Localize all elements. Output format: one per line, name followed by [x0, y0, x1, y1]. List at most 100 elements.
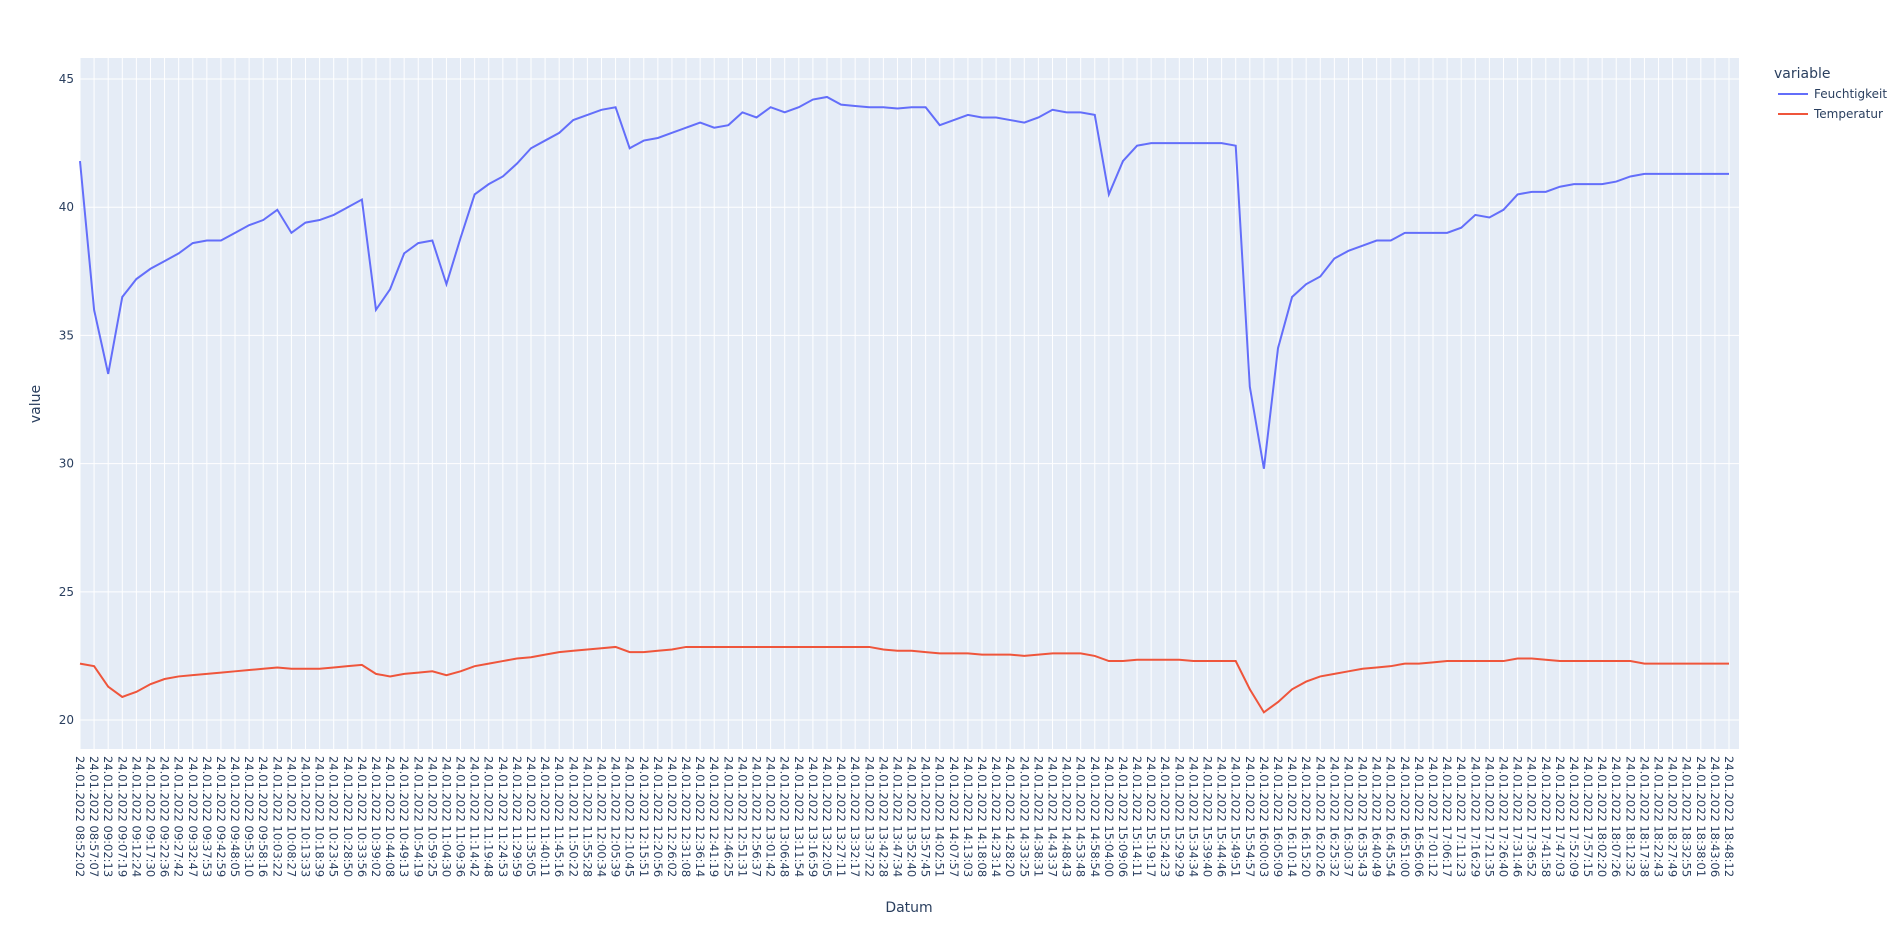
- x-tick-label: 24.01.2022 16:51:00: [1398, 756, 1412, 877]
- x-tick-label: 24.01.2022 13:22:05: [820, 756, 834, 877]
- x-tick-label: 24.01.2022 18:22:43: [1652, 756, 1666, 877]
- x-tick-label: 24.01.2022 09:12:24: [129, 756, 143, 877]
- x-tick-label: 24.01.2022 17:01:12: [1426, 756, 1440, 877]
- x-tick-label: 24.01.2022 16:25:32: [1327, 756, 1341, 877]
- x-tick-label: 24.01.2022 16:10:14: [1285, 756, 1299, 877]
- x-tick-label: 24.01.2022 16:20:26: [1313, 756, 1327, 877]
- x-tick-label: 24.01.2022 15:34:34: [1186, 756, 1200, 877]
- x-tick-label: 24.01.2022 10:49:13: [397, 756, 411, 877]
- x-tick-label: 24.01.2022 10:59:25: [425, 756, 439, 877]
- x-tick-label: 24.01.2022 12:56:37: [750, 756, 764, 877]
- x-tick-label: 24.01.2022 11:19:48: [482, 756, 496, 877]
- x-tick-label: 24.01.2022 17:41:58: [1539, 756, 1553, 877]
- x-tick-label: 24.01.2022 17:26:40: [1496, 756, 1510, 877]
- x-tick-label: 24.01.2022 13:52:40: [905, 756, 919, 877]
- x-tick-label: 24.01.2022 12:05:39: [609, 756, 623, 877]
- x-tick-label: 24.01.2022 09:22:36: [158, 756, 172, 877]
- y-tick-label: 35: [59, 328, 74, 342]
- x-tick-label: 24.01.2022 17:21:35: [1482, 756, 1496, 877]
- x-tick-label: 24.01.2022 18:17:38: [1637, 756, 1651, 877]
- x-tick-label: 24.01.2022 15:54:57: [1243, 756, 1257, 877]
- plot-area: [80, 58, 1739, 749]
- y-axis-title: value: [28, 385, 44, 423]
- x-tick-label: 24.01.2022 12:31:08: [679, 756, 693, 877]
- x-tick-label: 24.01.2022 11:40:11: [538, 756, 552, 877]
- x-tick-label: 24.01.2022 13:47:34: [890, 756, 904, 877]
- x-tick-label: 24.01.2022 11:50:22: [566, 756, 580, 877]
- x-tick-label: 24.01.2022 13:27:11: [834, 756, 848, 877]
- legend-label[interactable]: Feuchtigkeit: [1814, 87, 1887, 101]
- x-tick-label: 24.01.2022 18:12:32: [1623, 756, 1637, 877]
- x-tick-label: 24.01.2022 16:40:49: [1370, 756, 1384, 877]
- x-tick-label: 24.01.2022 09:58:16: [256, 756, 270, 877]
- x-tick-label: 24.01.2022 18:27:49: [1666, 756, 1680, 877]
- y-tick-label: 20: [59, 713, 74, 727]
- x-tick-label: 24.01.2022 12:10:45: [623, 756, 637, 877]
- x-tick-label: 24.01.2022 08:52:02: [73, 756, 87, 877]
- x-tick-label: 24.01.2022 09:27:42: [172, 756, 186, 877]
- x-tick-label: 24.01.2022 12:46:25: [721, 756, 735, 877]
- x-tick-label: 24.01.2022 12:41:19: [707, 756, 721, 877]
- x-tick-label: 24.01.2022 13:11:54: [792, 756, 806, 877]
- x-tick-label: 24.01.2022 14:33:25: [1017, 756, 1031, 877]
- x-tick-label: 24.01.2022 09:48:05: [228, 756, 242, 877]
- x-tick-label: 24.01.2022 14:02:51: [933, 756, 947, 877]
- x-tick-label: 24.01.2022 11:55:28: [580, 756, 594, 877]
- x-tick-label: 24.01.2022 18:38:01: [1694, 756, 1708, 877]
- x-tick-label: 24.01.2022 17:36:52: [1525, 756, 1539, 877]
- x-tick-label: 24.01.2022 14:53:48: [1074, 756, 1088, 877]
- x-tick-label: 24.01.2022 15:44:46: [1215, 756, 1229, 877]
- x-tick-label: 24.01.2022 13:37:22: [862, 756, 876, 877]
- x-tick-label: 24.01.2022 17:47:03: [1553, 756, 1567, 877]
- x-tick-label: 24.01.2022 15:04:00: [1102, 756, 1116, 877]
- x-tick-label: 24.01.2022 12:26:02: [665, 756, 679, 877]
- x-tick-label: 24.01.2022 14:23:14: [989, 756, 1003, 877]
- x-tick-label: 24.01.2022 13:06:48: [778, 756, 792, 877]
- x-tick-label: 24.01.2022 10:18:39: [313, 756, 327, 877]
- x-tick-label: 24.01.2022 16:45:54: [1384, 756, 1398, 877]
- series-line: [79, 645, 1729, 714]
- x-tick-label: 24.01.2022 16:35:43: [1356, 756, 1370, 877]
- x-tick-label: 24.01.2022 10:33:56: [355, 756, 369, 877]
- x-tick-label: 24.01.2022 14:28:20: [1003, 756, 1017, 877]
- x-tick-label: 24.01.2022 12:20:56: [651, 756, 665, 877]
- x-tick-label: 24.01.2022 15:29:29: [1172, 756, 1186, 877]
- x-tick-label: 24.01.2022 11:09:36: [454, 756, 468, 877]
- x-tick-label: 24.01.2022 17:11:23: [1454, 756, 1468, 877]
- x-tick-label: 24.01.2022 15:19:17: [1144, 756, 1158, 877]
- x-tick-label: 24.01.2022 09:42:59: [214, 756, 228, 877]
- x-tick-label: 24.01.2022 13:32:17: [848, 756, 862, 877]
- x-tick-label: 24.01.2022 09:02:13: [101, 756, 115, 877]
- x-tick-label: 24.01.2022 10:08:27: [284, 756, 298, 877]
- x-tick-label: 24.01.2022 14:58:54: [1088, 756, 1102, 877]
- x-tick-label: 24.01.2022 10:54:19: [411, 756, 425, 877]
- x-tick-label: 24.01.2022 10:39:02: [369, 756, 383, 877]
- x-axis-title: Datum: [885, 900, 932, 916]
- x-tick-label: 24.01.2022 18:02:20: [1595, 756, 1609, 877]
- x-tick-label: 24.01.2022 17:57:15: [1581, 756, 1595, 877]
- x-tick-label: 24.01.2022 09:53:10: [242, 756, 256, 877]
- x-tick-label: 24.01.2022 17:06:17: [1440, 756, 1454, 877]
- legend-label[interactable]: Temperatur: [1813, 107, 1883, 121]
- x-tick-label: 24.01.2022 15:14:11: [1130, 756, 1144, 877]
- x-tick-label: 24.01.2022 13:16:59: [806, 756, 820, 877]
- x-tick-label: 24.01.2022 09:07:19: [115, 756, 129, 877]
- x-tick-label: 24.01.2022 16:05:09: [1271, 756, 1285, 877]
- x-tick-label: 24.01.2022 12:15:51: [637, 756, 651, 877]
- x-tick-label: 24.01.2022 10:28:50: [341, 756, 355, 877]
- x-tick-label: 24.01.2022 11:29:59: [510, 756, 524, 877]
- x-tick-label: 24.01.2022 10:13:33: [299, 756, 313, 877]
- x-tick-label: 24.01.2022 11:04:30: [439, 756, 453, 877]
- x-tick-label: 24.01.2022 17:16:29: [1468, 756, 1482, 877]
- legend-title: variable: [1774, 66, 1830, 82]
- y-tick-label: 25: [59, 585, 74, 599]
- x-tick-label: 24.01.2022 14:13:03: [961, 756, 975, 877]
- x-tick-label: 24.01.2022 15:24:23: [1158, 756, 1172, 877]
- x-tick-label: 24.01.2022 10:03:22: [270, 756, 284, 877]
- x-tick-label: 24.01.2022 16:00:03: [1257, 756, 1271, 877]
- x-tick-label: 24.01.2022 14:07:57: [947, 756, 961, 877]
- x-tick-label: 24.01.2022 12:36:14: [693, 756, 707, 877]
- x-tick-label: 24.01.2022 15:39:40: [1201, 756, 1215, 877]
- x-tick-label: 24.01.2022 16:15:20: [1299, 756, 1313, 877]
- x-tick-label: 24.01.2022 10:23:45: [327, 756, 341, 877]
